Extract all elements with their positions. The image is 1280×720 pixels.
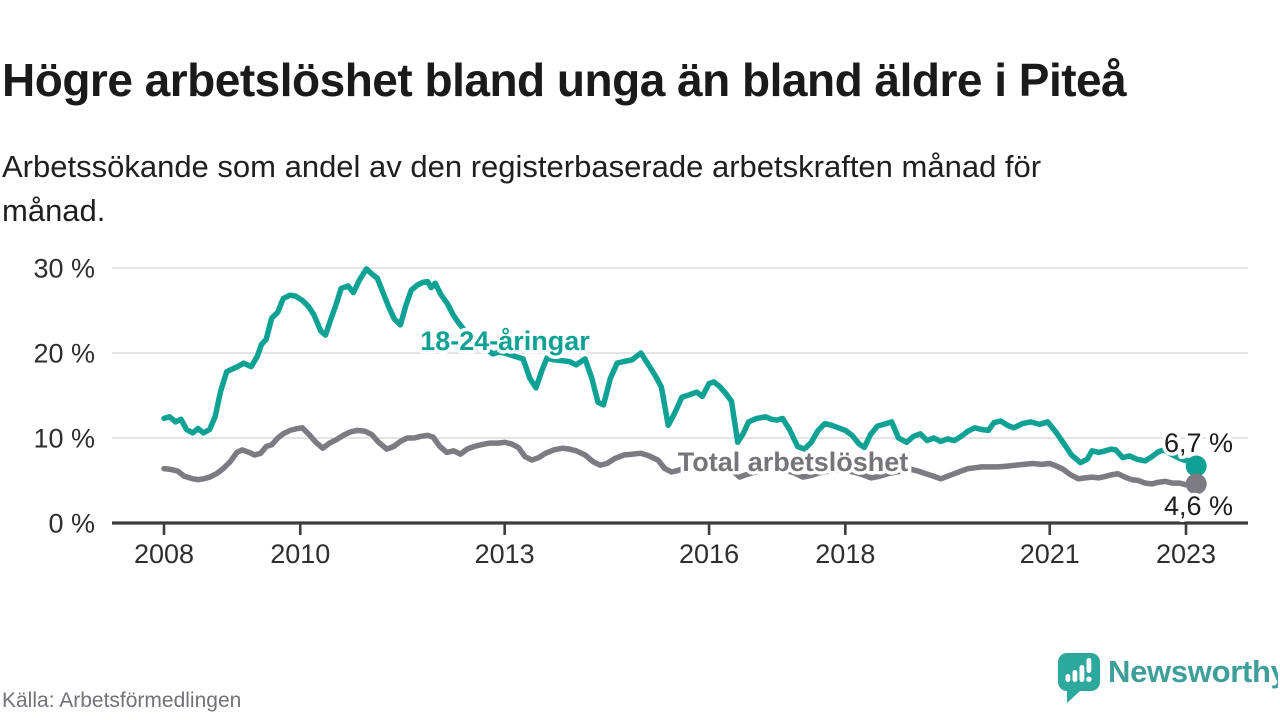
chart-subtitle: Arbetssökande som andel av den registerb… <box>2 149 1042 229</box>
series-end-dot <box>1185 455 1207 477</box>
series-label: Total arbetslöshet <box>678 447 909 477</box>
x-axis-label: 2010 <box>270 539 330 569</box>
y-axis-label: 0 % <box>48 509 95 539</box>
newsworthy-logo-icon <box>1058 653 1100 703</box>
series-line-total <box>161 425 1199 488</box>
x-axis-label: 2016 <box>679 539 739 569</box>
newsworthy-logo: Newsworthy <box>1058 653 1278 703</box>
x-axis-label: 2008 <box>134 539 194 569</box>
bar-chart-glyph <box>1065 658 1092 682</box>
y-axis-label: 20 % <box>33 339 95 369</box>
y-axis-label: 10 % <box>33 424 95 454</box>
series-end-value-label: 4,6 % <box>1164 491 1233 521</box>
x-axis-label: 2013 <box>475 539 535 569</box>
x-axis-label: 2023 <box>1156 539 1216 569</box>
series-label: 18-24-åringar <box>420 326 590 356</box>
speech-bubble-icon <box>1058 653 1100 703</box>
series-line-youth <box>161 266 1199 469</box>
series-end-dot <box>1185 473 1207 495</box>
x-axis-label: 2021 <box>1020 539 1080 569</box>
x-axis-label: 2018 <box>815 539 875 569</box>
y-axis-label: 30 % <box>33 254 95 284</box>
newsworthy-logo-text: Newsworthy <box>1108 654 1278 689</box>
page-title: Högre arbetslöshet bland unga än bland ä… <box>2 53 1127 106</box>
source-note: Källa: Arbetsförmedlingen <box>2 689 242 712</box>
series-end-value-label: 6,7 % <box>1164 428 1233 458</box>
